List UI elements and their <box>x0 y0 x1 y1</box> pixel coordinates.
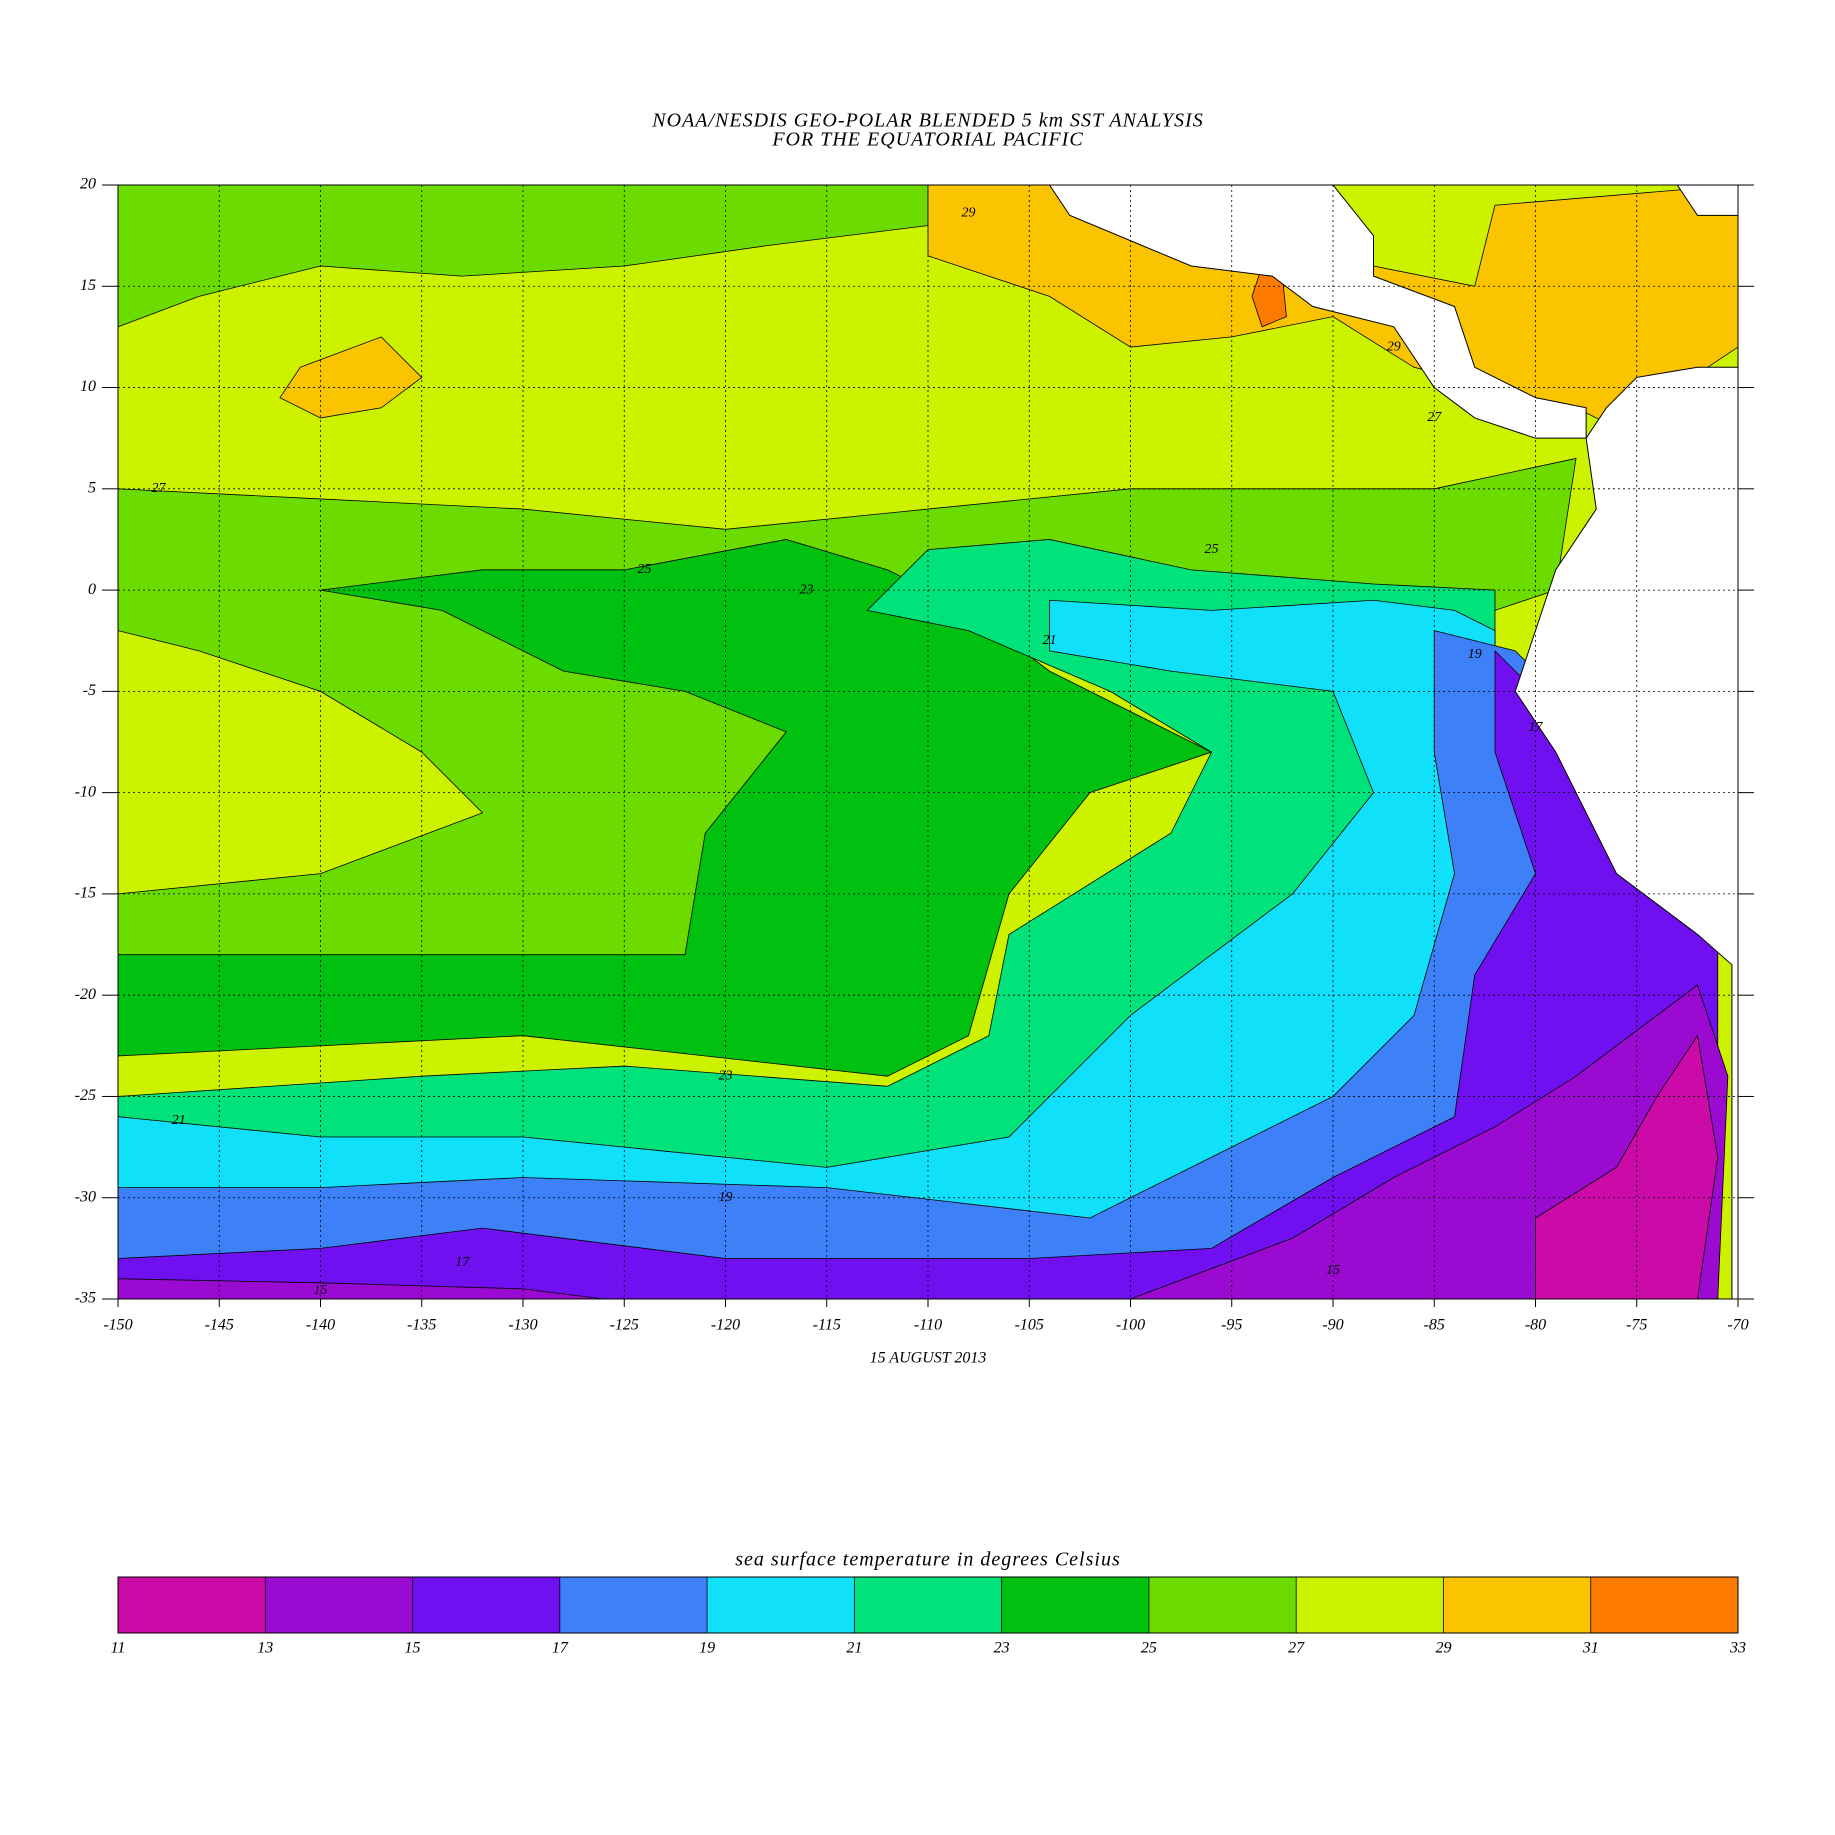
contour-label: 17 <box>455 1255 470 1270</box>
x-tick-label: -125 <box>610 1317 639 1334</box>
colorbar-label: 23 <box>994 1640 1010 1657</box>
colorbar-label: 13 <box>257 1640 273 1657</box>
contour-label: 25 <box>638 562 652 577</box>
x-tick-label: -115 <box>813 1317 841 1334</box>
colorbar-swatch <box>1148 1577 1297 1633</box>
contour-label: 21 <box>1043 633 1057 648</box>
x-tick-label: -70 <box>1727 1317 1748 1334</box>
colorbar-label: 31 <box>1582 1640 1599 1657</box>
contour-label: 19 <box>1468 647 1482 662</box>
colorbar-label: 25 <box>1141 1640 1157 1657</box>
colorbar-swatch <box>1590 1577 1738 1633</box>
y-tick-label: 0 <box>88 581 96 598</box>
map-frame <box>117 184 1739 1300</box>
y-tick-label: 15 <box>80 277 96 294</box>
map-date: 15 AUGUST 2013 <box>870 1350 987 1367</box>
x-tick-label: -150 <box>103 1317 132 1334</box>
x-tick-label: -135 <box>407 1317 436 1334</box>
contour-label: 21 <box>172 1113 186 1128</box>
x-tick-label: -145 <box>205 1317 234 1334</box>
colorbar-label: 27 <box>1288 1640 1305 1657</box>
colorbar-label: 29 <box>1435 1640 1451 1657</box>
x-tick-label: -75 <box>1626 1317 1647 1334</box>
contour-label: 23 <box>800 582 814 597</box>
contour-label: 25 <box>1205 542 1219 557</box>
colorbar-swatch <box>265 1577 413 1633</box>
x-tick-label: -110 <box>914 1317 942 1334</box>
colorbar-title: sea surface temperature in degrees Celsi… <box>735 1549 1120 1571</box>
colorbar-label: 21 <box>846 1640 862 1657</box>
x-tick-label: -100 <box>1116 1317 1145 1334</box>
colorbar-swatch <box>854 1577 1002 1633</box>
colorbar-swatch <box>1001 1577 1149 1633</box>
contour-label: 27 <box>1427 410 1442 425</box>
y-tick-label: -5 <box>83 682 96 699</box>
x-tick-label: -85 <box>1424 1317 1445 1334</box>
x-tick-label: -90 <box>1322 1317 1343 1334</box>
x-tick-label: -95 <box>1221 1317 1242 1334</box>
x-tick-label: -80 <box>1525 1317 1546 1334</box>
colorbar-label: 17 <box>552 1640 569 1657</box>
x-tick-label: -140 <box>306 1317 335 1334</box>
land <box>1514 366 1738 1299</box>
colorbar-label: 15 <box>405 1640 421 1657</box>
contour-label: 27 <box>152 481 167 496</box>
y-tick-label: -10 <box>75 783 96 800</box>
y-tick-label: -15 <box>75 885 96 902</box>
colorbar-swatch <box>707 1577 855 1633</box>
x-tick-label: -130 <box>508 1317 537 1334</box>
contour-label: 23 <box>719 1068 733 1083</box>
sst-region <box>1535 1034 1719 1299</box>
y-tick-label: -30 <box>75 1188 96 1205</box>
contour-label: 29 <box>1387 339 1401 354</box>
contour-label: 15 <box>1326 1263 1340 1278</box>
sst-region <box>118 1278 605 1299</box>
contour-label: 29 <box>962 206 976 221</box>
x-tick-label: -120 <box>711 1317 740 1334</box>
contour-label: 19 <box>719 1190 733 1205</box>
contour-label: 17 <box>1529 720 1544 735</box>
colorbar-swatch <box>559 1577 708 1633</box>
y-tick-label: -25 <box>75 1087 96 1104</box>
x-tick-label: -105 <box>1015 1317 1044 1334</box>
colorbar-swatch <box>1296 1577 1444 1633</box>
land <box>1676 185 1738 216</box>
colorbar-label: 33 <box>1729 1640 1746 1657</box>
y-tick-label: -20 <box>75 986 96 1003</box>
y-tick-label: -35 <box>75 1290 96 1307</box>
map-subtitle: FOR THE EQUATORIAL PACIFIC <box>771 129 1083 151</box>
contour-label: 15 <box>314 1283 328 1298</box>
colorbar-label: 11 <box>111 1640 126 1657</box>
y-tick-label: 20 <box>80 176 96 193</box>
colorbar-label: 19 <box>699 1640 715 1657</box>
colorbar-swatch <box>412 1577 560 1633</box>
colorbar-swatch <box>1443 1577 1591 1633</box>
land <box>1048 185 1587 439</box>
map-title: NOAA/NESDIS GEO-POLAR BLENDED 5 km SST A… <box>651 110 1203 132</box>
y-tick-label: 10 <box>80 378 96 395</box>
y-tick-label: 5 <box>88 479 96 496</box>
colorbar-swatch <box>118 1577 266 1633</box>
sst-region <box>279 336 423 419</box>
